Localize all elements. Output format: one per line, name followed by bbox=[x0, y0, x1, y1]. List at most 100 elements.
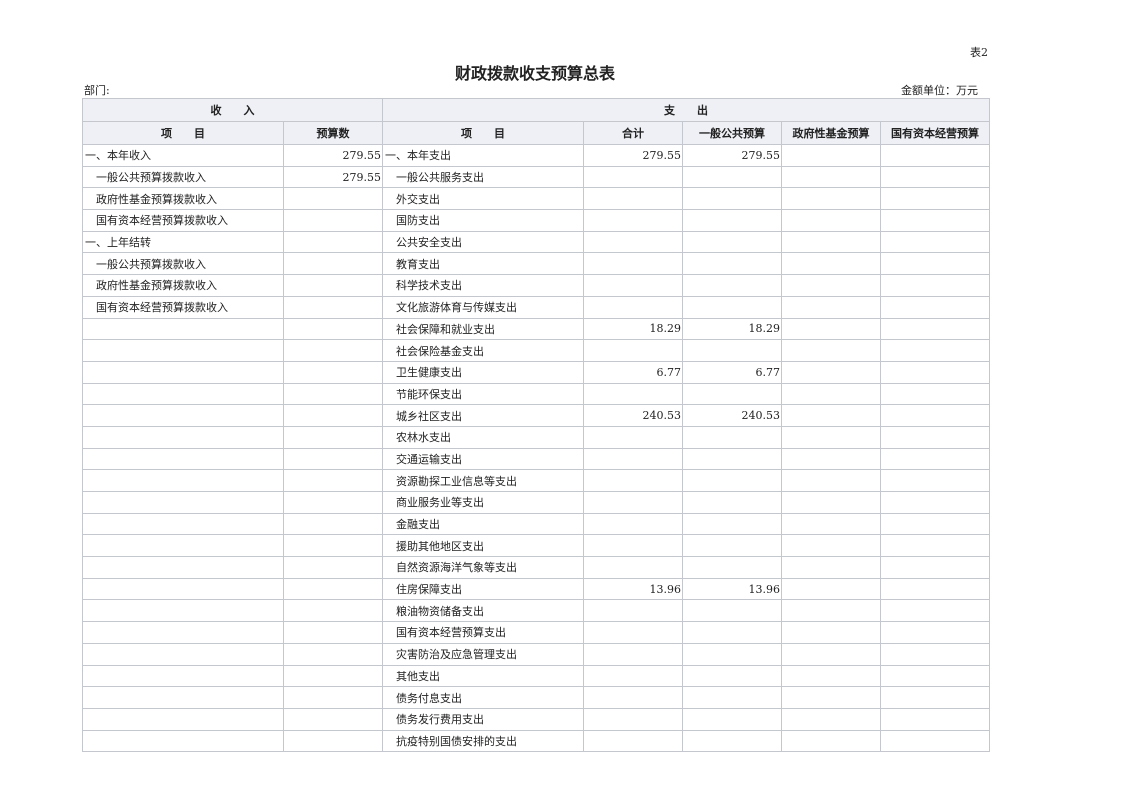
expense-item-cell: 援助其他地区支出 bbox=[382, 534, 584, 558]
expense-item-cell: 抗疫特别国债安排的支出 bbox=[382, 729, 584, 753]
total-cell bbox=[583, 230, 683, 254]
state-capital-cell bbox=[879, 534, 991, 558]
gov-fund-cell bbox=[781, 512, 881, 536]
table-row: 城乡社区支出 240.53 240.53 bbox=[82, 404, 991, 427]
table-row: 抗疫特别国债安排的支出 bbox=[82, 729, 991, 753]
income-amount-cell bbox=[283, 664, 383, 688]
income-item-cell: 一、本年收入 bbox=[82, 144, 284, 167]
table-row: 灾害防治及应急管理支出 bbox=[82, 642, 991, 666]
income-item-cell: 国有资本经营预算拨款收入 bbox=[82, 295, 284, 319]
table-row: 援助其他地区支出 bbox=[82, 534, 991, 558]
general-public-cell bbox=[682, 187, 782, 211]
expense-item-cell: 自然资源海洋气象等支出 bbox=[382, 556, 584, 579]
income-item-cell bbox=[82, 534, 284, 558]
income-item-cell bbox=[82, 686, 284, 709]
income-item-cell bbox=[82, 491, 284, 514]
income-amount-cell bbox=[283, 621, 383, 644]
income-amount-cell bbox=[283, 187, 383, 211]
general-public-cell: 13.96 bbox=[682, 577, 782, 601]
total-cell bbox=[583, 556, 683, 579]
expense-item-cell: 交通运输支出 bbox=[382, 447, 584, 471]
income-amount-cell bbox=[283, 382, 383, 406]
expense-item-cell: 国有资本经营预算支出 bbox=[382, 621, 584, 644]
gov-fund-cell bbox=[781, 144, 881, 167]
table-row: 社会保障和就业支出 18.29 18.29 bbox=[82, 317, 991, 341]
general-public-cell bbox=[682, 534, 782, 558]
table-row: 一般公共预算拨款收入 279.55 一般公共服务支出 bbox=[82, 165, 991, 189]
gov-fund-cell bbox=[781, 447, 881, 471]
income-group-header: 收 入 bbox=[82, 98, 383, 122]
table-row: 其他支出 bbox=[82, 664, 991, 688]
income-item-cell: 国有资本经营预算拨款收入 bbox=[82, 209, 284, 232]
state-capital-cell bbox=[879, 642, 991, 666]
expense-item-cell: 住房保障支出 bbox=[382, 577, 584, 601]
gov-fund-cell bbox=[781, 252, 881, 276]
income-amount-cell bbox=[283, 729, 383, 753]
total-cell bbox=[583, 686, 683, 709]
total-cell: 13.96 bbox=[583, 577, 683, 601]
general-public-cell bbox=[682, 382, 782, 406]
state-capital-cell bbox=[879, 491, 991, 514]
expense-item-cell: 粮油物资储备支出 bbox=[382, 599, 584, 623]
total-cell bbox=[583, 425, 683, 449]
table-row: 债务付息支出 bbox=[82, 686, 991, 709]
state-capital-cell bbox=[879, 577, 991, 601]
general-public-cell bbox=[682, 339, 782, 362]
general-public-cell bbox=[682, 295, 782, 319]
total-cell bbox=[583, 599, 683, 623]
expense-item-cell: 债务发行费用支出 bbox=[382, 707, 584, 731]
general-public-cell: 18.29 bbox=[682, 317, 782, 341]
gov-fund-cell bbox=[781, 274, 881, 297]
state-capital-cell bbox=[879, 165, 991, 189]
total-cell bbox=[583, 491, 683, 514]
income-budget-header: 预算数 bbox=[283, 121, 383, 145]
income-amount-cell bbox=[283, 556, 383, 579]
general-public-cell: 279.55 bbox=[682, 144, 782, 167]
total-cell bbox=[583, 447, 683, 471]
expense-item-cell: 城乡社区支出 bbox=[382, 404, 584, 427]
expense-item-cell: 商业服务业等支出 bbox=[382, 491, 584, 514]
income-item-cell bbox=[82, 707, 284, 731]
expense-item-cell: 文化旅游体育与传媒支出 bbox=[382, 295, 584, 319]
total-cell: 18.29 bbox=[583, 317, 683, 341]
income-amount-cell bbox=[283, 512, 383, 536]
table-row: 国有资本经营预算拨款收入 文化旅游体育与传媒支出 bbox=[82, 295, 991, 319]
general-public-cell bbox=[682, 165, 782, 189]
unit-label: 金额单位：万元 bbox=[901, 84, 978, 97]
income-item-cell bbox=[82, 512, 284, 536]
gov-fund-cell bbox=[781, 621, 881, 644]
total-cell bbox=[583, 707, 683, 731]
table-row: 金融支出 bbox=[82, 512, 991, 536]
income-amount-cell: 279.55 bbox=[283, 144, 383, 167]
income-item-cell bbox=[82, 360, 284, 384]
income-item-cell bbox=[82, 404, 284, 427]
income-item-header: 项 目 bbox=[82, 121, 284, 145]
table-row: 粮油物资储备支出 bbox=[82, 599, 991, 623]
general-public-cell bbox=[682, 447, 782, 471]
state-capital-cell bbox=[879, 404, 991, 427]
total-cell bbox=[583, 165, 683, 189]
expense-group-header: 支 出 bbox=[381, 98, 991, 122]
income-amount-cell bbox=[283, 295, 383, 319]
total-cell bbox=[583, 274, 683, 297]
general-public-cell bbox=[682, 707, 782, 731]
gov-fund-cell bbox=[781, 491, 881, 514]
expense-item-cell: 一、本年支出 bbox=[382, 144, 584, 167]
income-amount-cell bbox=[283, 642, 383, 666]
general-public-cell bbox=[682, 425, 782, 449]
income-item-cell bbox=[82, 447, 284, 471]
expense-item-cell: 社会保险基金支出 bbox=[382, 339, 584, 362]
expense-item-cell: 债务付息支出 bbox=[382, 686, 584, 709]
income-item-cell: 一般公共预算拨款收入 bbox=[82, 165, 284, 189]
total-cell: 279.55 bbox=[583, 144, 683, 167]
income-amount-cell bbox=[283, 209, 383, 232]
state-capital-cell bbox=[879, 187, 991, 211]
general-public-cell bbox=[682, 274, 782, 297]
general-public-cell bbox=[682, 512, 782, 536]
expense-item-cell: 科学技术支出 bbox=[382, 274, 584, 297]
income-item-cell bbox=[82, 425, 284, 449]
general-public-cell bbox=[682, 469, 782, 492]
gov-fund-cell bbox=[781, 165, 881, 189]
general-public-cell bbox=[682, 230, 782, 254]
expense-item-header: 项 目 bbox=[382, 121, 584, 145]
